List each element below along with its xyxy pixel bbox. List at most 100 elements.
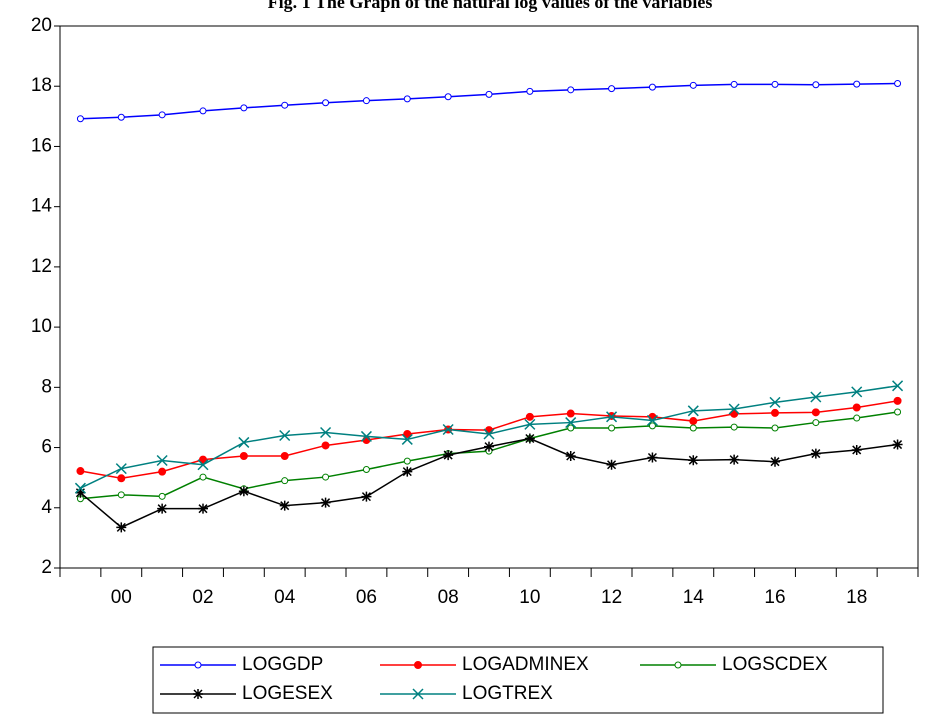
marker-shape	[239, 451, 248, 460]
marker-shape	[853, 80, 861, 88]
marker	[194, 661, 202, 669]
marker-shape	[76, 115, 84, 123]
marker	[730, 409, 739, 418]
legend-label: LOGGDP	[242, 654, 323, 675]
marker-shape	[524, 433, 535, 444]
marker-shape	[812, 419, 820, 427]
marker-shape	[199, 107, 207, 115]
marker	[75, 487, 86, 498]
marker	[360, 430, 372, 442]
y-tick-label: 8	[41, 376, 52, 397]
marker-shape	[444, 93, 452, 101]
marker-shape	[811, 408, 820, 417]
marker	[117, 474, 126, 483]
marker-shape	[647, 452, 658, 463]
marker-shape	[769, 396, 781, 408]
marker	[74, 482, 86, 494]
marker-shape	[689, 424, 697, 432]
plot-frame	[59, 25, 919, 569]
marker	[853, 80, 861, 88]
x-tick-label: 16	[764, 587, 785, 608]
marker	[362, 466, 370, 474]
y-tick-label: 2	[41, 557, 52, 578]
marker	[730, 423, 738, 431]
marker-shape	[770, 456, 780, 467]
marker-shape	[485, 90, 493, 98]
marker	[401, 433, 413, 445]
marker	[771, 424, 779, 432]
marker-shape	[158, 111, 166, 119]
marker	[281, 477, 289, 485]
marker-shape	[238, 436, 250, 448]
x-tick-label: 10	[519, 587, 540, 608]
marker	[361, 491, 372, 502]
marker	[444, 93, 452, 101]
marker-shape	[567, 424, 575, 432]
marker	[193, 689, 203, 699]
marker-shape	[412, 688, 424, 700]
marker-shape	[608, 85, 616, 93]
marker-shape	[362, 466, 370, 474]
marker-shape	[687, 405, 699, 417]
marker	[403, 457, 411, 465]
marker-shape	[771, 408, 779, 417]
marker	[321, 441, 330, 450]
marker	[362, 97, 370, 105]
marker	[281, 101, 289, 109]
marker-shape	[414, 661, 422, 669]
marker-shape	[565, 417, 577, 429]
marker-shape	[566, 409, 575, 418]
marker	[280, 451, 289, 460]
marker-shape	[526, 87, 534, 95]
marker-shape	[362, 436, 371, 445]
marker	[811, 408, 820, 417]
marker-shape	[403, 95, 411, 103]
marker-shape	[483, 428, 495, 440]
marker	[403, 95, 411, 103]
marker-shape	[281, 477, 289, 485]
marker	[197, 459, 209, 471]
marker	[524, 433, 535, 444]
marker	[674, 661, 682, 669]
marker	[240, 104, 248, 112]
marker	[117, 113, 125, 121]
marker	[115, 463, 127, 475]
marker-shape	[279, 500, 290, 511]
marker-shape	[524, 418, 536, 430]
marker-shape	[689, 417, 698, 426]
marker	[770, 456, 780, 467]
marker-shape	[810, 448, 821, 459]
marker-shape	[810, 391, 822, 403]
marker-shape	[893, 396, 902, 405]
marker-shape	[279, 429, 291, 442]
marker	[485, 90, 493, 98]
legend-label: LOGADMINEX	[462, 654, 589, 675]
marker	[892, 439, 903, 450]
marker-shape	[648, 83, 656, 91]
marker-shape	[403, 430, 412, 439]
marker-shape	[728, 403, 740, 415]
y-tick-label: 4	[41, 497, 52, 518]
marker-shape	[158, 492, 166, 500]
marker-shape	[892, 439, 903, 450]
marker-shape	[157, 503, 168, 514]
marker-shape	[567, 86, 575, 94]
marker-shape	[894, 408, 902, 416]
marker-shape	[199, 473, 207, 481]
marker	[769, 396, 781, 408]
marker-shape	[199, 455, 207, 464]
x-tick-label: 18	[846, 587, 867, 608]
marker	[238, 486, 249, 497]
marker	[412, 688, 424, 700]
marker-shape	[442, 423, 454, 436]
marker-shape	[238, 486, 249, 497]
marker	[362, 436, 371, 445]
marker	[771, 408, 779, 417]
marker	[567, 86, 575, 94]
marker-shape	[443, 450, 454, 461]
marker	[648, 422, 656, 430]
marker	[158, 111, 166, 119]
marker	[894, 80, 902, 88]
marker-shape	[812, 81, 820, 89]
marker	[76, 115, 84, 123]
